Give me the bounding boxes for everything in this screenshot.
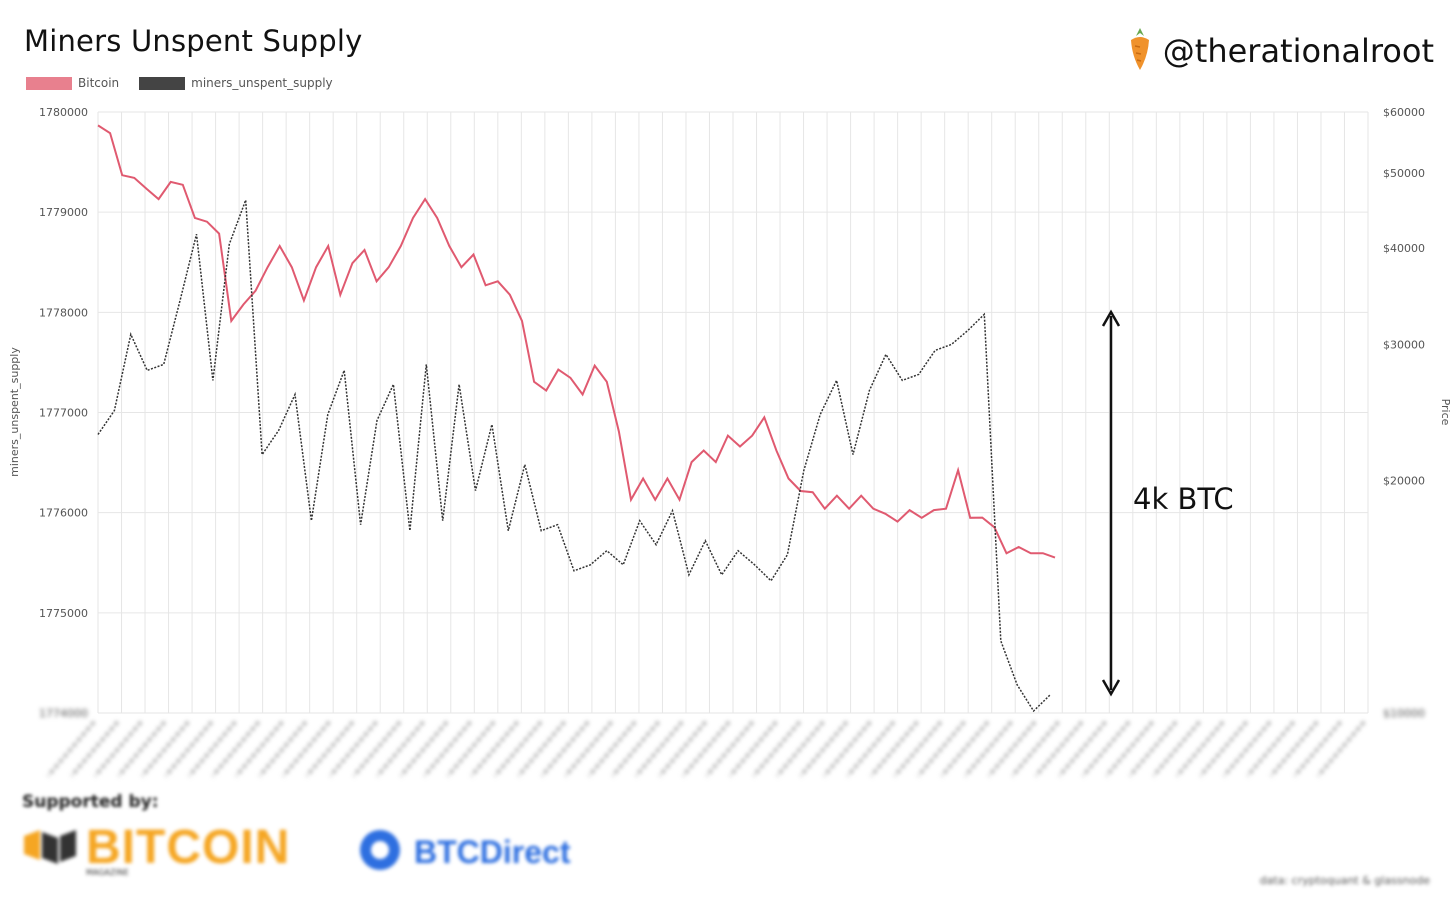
x-tick-label <box>846 721 895 777</box>
legend-swatch-bitcoin <box>26 76 72 90</box>
x-axis-ticks <box>46 721 1366 777</box>
x-tick-label <box>1199 721 1248 777</box>
x-tick-label <box>940 721 989 777</box>
x-tick-label <box>1081 721 1130 777</box>
x-tick-label <box>1058 721 1107 777</box>
legend: Bitcoin miners_unspent_supply <box>26 76 345 90</box>
left-tick-label: 1776000 <box>39 507 88 520</box>
x-tick-label <box>564 721 613 777</box>
btcdirect-icon <box>356 826 404 878</box>
range-arrow <box>1101 309 1121 697</box>
x-tick-label <box>1152 721 1201 777</box>
x-tick-label <box>917 721 966 777</box>
x-tick-label <box>235 721 284 777</box>
x-tick-label <box>187 721 237 777</box>
x-tick-label <box>258 721 307 777</box>
btcdirect-logo-text: BTCDirect <box>414 833 571 870</box>
x-tick-label <box>470 721 519 777</box>
left-tick-label: 1778000 <box>39 306 88 319</box>
handle-text: @therationalroot <box>1162 32 1434 70</box>
left-tick-label: 1777000 <box>39 407 88 420</box>
right-axis-label: Price <box>1439 399 1452 426</box>
x-tick-label <box>329 721 378 777</box>
legend-swatch-miners-supply <box>139 76 186 90</box>
bitcoin-magazine-logo: BITCOIN MAGAZINE <box>22 820 291 877</box>
x-tick-label <box>117 721 166 777</box>
left-tick-label: 1780000 <box>39 106 88 119</box>
x-tick-label <box>352 721 401 777</box>
left-axis-ticks: 1780000 1779000 1778000 1777000 1776000 17750… <box>39 106 88 720</box>
annotation-text: 4k BTC <box>1133 482 1234 516</box>
left-tick-label: 1775000 <box>39 607 88 620</box>
x-tick-label <box>1316 721 1366 777</box>
legend-item-bitcoin[interactable]: Bitcoin <box>26 76 119 90</box>
legend-item-miners-supply[interactable]: miners_unspent_supply <box>139 76 333 90</box>
x-tick-label <box>705 721 754 777</box>
x-tick-label <box>540 721 590 777</box>
x-tick-label <box>93 721 143 777</box>
left-tick-label: 1774000 <box>39 707 88 720</box>
x-tick-label <box>775 721 825 777</box>
x-tick-label <box>493 721 542 777</box>
x-tick-label <box>305 721 354 777</box>
legend-label-miners-supply: miners_unspent_supply <box>191 76 333 90</box>
grid-lines <box>97 111 1369 714</box>
x-tick-label <box>1222 721 1272 777</box>
x-tick-label <box>893 721 942 777</box>
x-tick-label <box>164 721 213 777</box>
x-tick-label <box>446 721 495 777</box>
source-note: data: cryptoquant & glassnode <box>1259 874 1430 887</box>
right-axis-ticks: $60000 $50000 $40000 $30000 $20000 $10000 <box>1383 106 1425 720</box>
x-tick-label <box>282 721 331 777</box>
x-tick-label <box>634 721 684 777</box>
x-tick-label <box>681 721 731 777</box>
right-tick-label: $50000 <box>1383 167 1425 180</box>
x-tick-label <box>728 721 778 777</box>
x-tick-label <box>799 721 848 777</box>
x-tick-label <box>70 721 119 777</box>
author-handle: @therationalroot <box>1127 26 1434 76</box>
supported-by-label: Supported by: <box>22 792 159 812</box>
x-tick-label <box>870 721 919 777</box>
magazine-icon <box>22 826 78 870</box>
x-tick-label <box>1011 721 1060 777</box>
x-tick-label <box>658 721 707 777</box>
x-tick-label <box>517 721 566 777</box>
left-axis-label: miners_unspent_supply <box>8 347 21 477</box>
carrot-icon <box>1127 26 1153 76</box>
x-tick-label <box>399 721 448 777</box>
x-tick-label <box>987 721 1036 777</box>
x-tick-label <box>1105 721 1154 777</box>
x-tick-label <box>1034 721 1083 777</box>
chart-area: 1780000 1779000 1778000 1777000 1776000 17750… <box>8 106 1452 777</box>
legend-label-bitcoin: Bitcoin <box>78 76 120 90</box>
x-tick-label <box>1128 721 1177 777</box>
bitcoin-logo-subtext: MAGAZINE <box>86 868 129 877</box>
chart-title: Miners Unspent Supply <box>24 24 363 58</box>
btcdirect-logo: BTCDirect <box>356 826 570 878</box>
bitcoin-price-line <box>97 124 1056 559</box>
x-tick-label <box>752 721 801 777</box>
x-tick-label <box>140 721 190 777</box>
right-tick-label: $10000 <box>1383 707 1425 720</box>
x-tick-label <box>46 721 96 777</box>
bitcoin-logo-text: BITCOIN <box>86 821 291 874</box>
x-tick-label <box>1293 721 1342 777</box>
x-tick-label <box>1246 721 1295 777</box>
x-tick-label <box>1175 721 1225 777</box>
x-tick-label <box>611 721 660 777</box>
x-tick-label <box>1269 721 1319 777</box>
left-tick-label: 1779000 <box>39 206 88 219</box>
right-tick-label: $20000 <box>1383 475 1425 488</box>
x-tick-label <box>822 721 872 777</box>
right-tick-label: $60000 <box>1383 106 1425 119</box>
x-tick-label <box>376 721 425 777</box>
x-tick-label <box>423 721 472 777</box>
right-tick-label: $30000 <box>1383 338 1425 351</box>
x-tick-label <box>587 721 637 777</box>
miners-supply-line <box>97 199 1051 713</box>
x-tick-label <box>211 721 260 777</box>
right-tick-label: $40000 <box>1383 242 1425 255</box>
x-tick-label <box>964 721 1013 777</box>
